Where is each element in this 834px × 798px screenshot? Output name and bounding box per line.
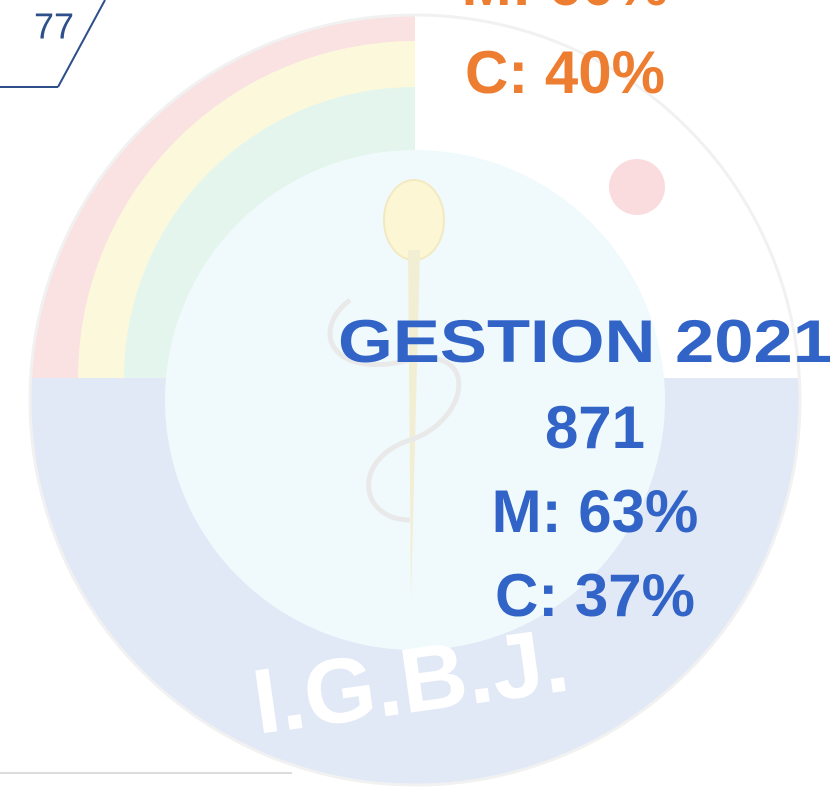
current-female: C: 37% [495, 562, 695, 629]
current-title: GESTION 2021 [338, 308, 832, 375]
page-number: 77 [34, 6, 74, 47]
watermark-logo: I.G.B.J. [0, 0, 834, 798]
page: I.G.B.J. 77 M: 60% C: 40% GESTION 2021 8… [0, 0, 834, 798]
current-male: M: 63% [492, 478, 699, 545]
slide: I.G.B.J. 77 M: 60% C: 40% GESTION 2021 8… [0, 0, 834, 798]
page-number-box: 77 [0, 0, 105, 87]
previous-male: M: 60% [462, 0, 669, 18]
previous-female: C: 40% [465, 39, 665, 106]
current-total: 871 [545, 394, 645, 461]
